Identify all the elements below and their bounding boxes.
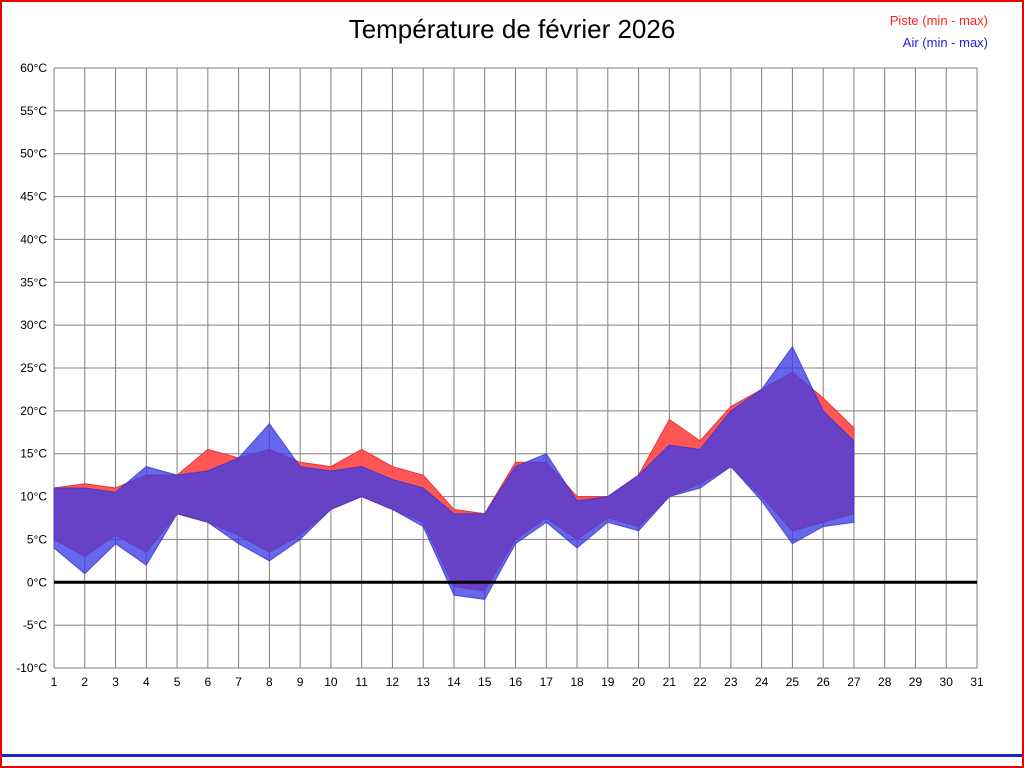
footer-divider	[2, 754, 1022, 757]
svg-text:11: 11	[355, 675, 368, 689]
svg-text:30: 30	[940, 675, 954, 689]
svg-text:6: 6	[204, 675, 211, 689]
svg-text:4: 4	[143, 675, 150, 689]
svg-text:18: 18	[570, 675, 584, 689]
svg-text:27: 27	[847, 675, 861, 689]
svg-text:7: 7	[235, 675, 242, 689]
svg-text:24: 24	[755, 675, 769, 689]
svg-text:16: 16	[509, 675, 523, 689]
legend-piste: Piste (min - max)	[889, 13, 988, 28]
svg-text:-5°C: -5°C	[23, 618, 47, 632]
svg-text:30°C: 30°C	[20, 318, 47, 332]
x-axis-labels: 1 2 3 4 5 6 7 8 9 10 11 12 13 14 15 16 17 18 19 20 21 22 23 24 2…	[51, 675, 984, 689]
svg-text:45°C: 45°C	[20, 190, 47, 204]
svg-text:15°C: 15°C	[20, 447, 47, 461]
svg-text:21: 21	[663, 675, 677, 689]
svg-text:10: 10	[324, 675, 338, 689]
svg-text:13: 13	[417, 675, 431, 689]
svg-text:25: 25	[786, 675, 800, 689]
svg-text:35°C: 35°C	[20, 275, 47, 289]
svg-text:3: 3	[112, 675, 119, 689]
svg-text:1: 1	[51, 675, 58, 689]
svg-text:5: 5	[174, 675, 181, 689]
air-band	[53, 345, 855, 600]
svg-text:19: 19	[601, 675, 615, 689]
svg-text:20: 20	[632, 675, 646, 689]
svg-text:25°C: 25°C	[20, 361, 47, 375]
svg-text:5°C: 5°C	[27, 532, 47, 546]
svg-text:14: 14	[447, 675, 461, 689]
svg-text:28: 28	[878, 675, 892, 689]
svg-text:26: 26	[816, 675, 830, 689]
legend-air: Air (min - max)	[902, 35, 988, 50]
svg-text:23: 23	[724, 675, 738, 689]
svg-text:50°C: 50°C	[20, 147, 47, 161]
temperature-chart: 60°C55°C50°C45°C40°C35°C30°C25°C20°C15°C…	[16, 61, 984, 689]
svg-text:60°C: 60°C	[20, 61, 47, 75]
svg-text:29: 29	[909, 675, 923, 689]
svg-text:8: 8	[266, 675, 273, 689]
chart-title: Température de février 2026	[348, 14, 676, 44]
svg-text:55°C: 55°C	[20, 104, 47, 118]
svg-text:22: 22	[693, 675, 707, 689]
y-axis-labels: 60°C 55°C 50°C 45°C 40°C 35°C 30°C 25°C 20°C 15°C…	[16, 61, 47, 675]
svg-text:-10°C: -10°C	[16, 661, 47, 675]
svg-text:15: 15	[478, 675, 492, 689]
svg-text:20°C: 20°C	[20, 404, 47, 418]
svg-text:17: 17	[540, 675, 554, 689]
svg-text:9: 9	[297, 675, 304, 689]
svg-text:31: 31	[970, 675, 984, 689]
chart-legend: Piste (min - max) Air (min - max)	[890, 10, 988, 54]
svg-text:12: 12	[386, 675, 400, 689]
svg-text:40°C: 40°C	[20, 232, 47, 246]
svg-text:0°C: 0°C	[27, 575, 47, 589]
svg-text:10°C: 10°C	[20, 490, 47, 504]
grid	[53, 67, 978, 669]
svg-text:2: 2	[81, 675, 88, 689]
